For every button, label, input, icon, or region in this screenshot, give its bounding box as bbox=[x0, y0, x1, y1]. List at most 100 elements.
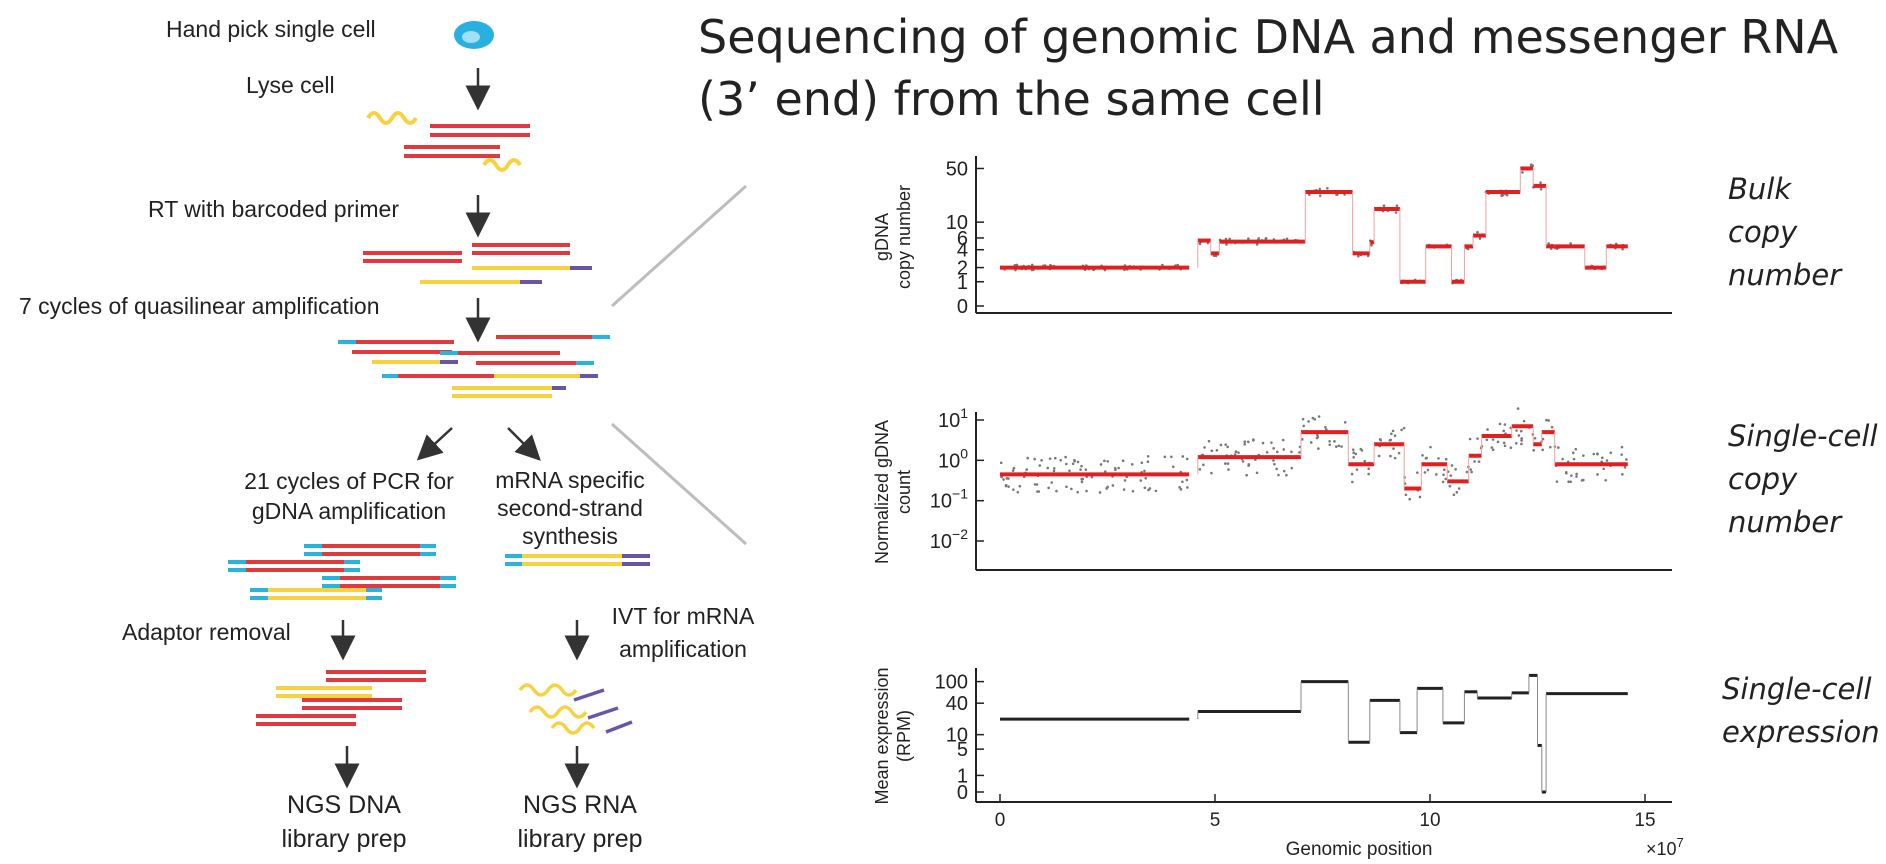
chart2-point bbox=[1202, 463, 1205, 467]
chart2-point bbox=[1569, 480, 1572, 484]
chart2-point bbox=[1514, 441, 1518, 445]
chart2-point bbox=[1533, 436, 1537, 440]
slide-title-line1: Sequencing of genomic DNA and messenger … bbox=[698, 10, 1839, 64]
chart1-point bbox=[1476, 230, 1479, 234]
chart2-point bbox=[1354, 452, 1358, 456]
chart2-point bbox=[1351, 480, 1354, 484]
chart2-point bbox=[1602, 467, 1605, 471]
pcr-gdna-strands bbox=[228, 544, 456, 600]
chart1-point bbox=[1539, 181, 1542, 185]
chart2-point bbox=[1503, 444, 1507, 448]
chart2-point bbox=[1275, 450, 1279, 454]
chart1-y-label-line2: copy number bbox=[894, 185, 914, 289]
chart1-point bbox=[1529, 163, 1533, 166]
chart1-point bbox=[1539, 187, 1543, 191]
chart2-point bbox=[1455, 491, 1459, 494]
chart2-point bbox=[1509, 446, 1513, 450]
chart1-point bbox=[1394, 211, 1398, 214]
chart2-point bbox=[1270, 441, 1273, 444]
chart1-point bbox=[1505, 193, 1509, 197]
chart2-point bbox=[1237, 451, 1240, 454]
chart2-point bbox=[1490, 446, 1494, 449]
chart2-point bbox=[1154, 489, 1158, 493]
chart2-point bbox=[1038, 464, 1042, 467]
chart2-point bbox=[1337, 444, 1341, 448]
chart2-point bbox=[1572, 457, 1576, 461]
chart2-point bbox=[999, 461, 1003, 465]
chart2-point bbox=[1592, 452, 1596, 456]
chart2-point bbox=[1002, 478, 1005, 481]
chart2-point bbox=[1224, 462, 1227, 465]
chart2-point bbox=[1272, 459, 1275, 462]
chart2-point bbox=[1198, 468, 1202, 471]
chart1-point bbox=[1356, 254, 1360, 258]
chart2-point bbox=[1313, 418, 1317, 421]
chart2-point bbox=[1163, 455, 1167, 459]
chart2-point bbox=[1388, 439, 1392, 442]
chart3-y-tick-label: 1 bbox=[957, 765, 968, 787]
chart2-point bbox=[1210, 449, 1214, 453]
chart2-point bbox=[1130, 463, 1134, 466]
chart2-point bbox=[1564, 470, 1568, 474]
chart2-point bbox=[1352, 451, 1355, 455]
chart1-y-tick-label: 0 bbox=[957, 296, 968, 318]
chart1-point bbox=[1225, 243, 1228, 246]
chart2-point bbox=[1255, 471, 1259, 475]
ivt-label: IVT for mRNA amplification bbox=[588, 600, 778, 666]
chart2-point bbox=[1309, 441, 1313, 444]
chart2-point bbox=[1004, 483, 1008, 487]
chart2-point bbox=[1261, 441, 1265, 445]
chart2-point bbox=[1486, 428, 1489, 431]
chart2-point bbox=[1571, 451, 1575, 455]
chart2-point bbox=[1582, 454, 1585, 457]
chart2-point bbox=[1434, 473, 1438, 476]
chart2-point bbox=[1047, 486, 1050, 490]
chart2-point bbox=[1317, 415, 1321, 418]
chart1-point bbox=[1370, 243, 1373, 247]
chart2-point bbox=[1282, 469, 1286, 473]
chart2-point bbox=[1298, 451, 1301, 454]
chart2-point bbox=[1007, 485, 1010, 488]
chart2-point bbox=[1035, 483, 1039, 486]
chart3-y-label-line1: Mean expression bbox=[872, 667, 892, 804]
chart2-point bbox=[1452, 493, 1456, 497]
chart3-y-label-line2: (RPM) bbox=[894, 710, 914, 762]
chart2-point bbox=[1055, 489, 1058, 493]
slide-title-line2: (3’ end) from the same cell bbox=[698, 72, 1325, 126]
chart2-point bbox=[1290, 450, 1293, 454]
chart1-point bbox=[1500, 194, 1503, 198]
chart2-point bbox=[1076, 460, 1080, 464]
chart2-point bbox=[1300, 438, 1304, 441]
workflow-diagram bbox=[228, 21, 748, 789]
chart2-point bbox=[1282, 448, 1286, 451]
chart2-point bbox=[1290, 466, 1294, 470]
chart2-point bbox=[1574, 447, 1578, 451]
chart2-point bbox=[1367, 467, 1371, 471]
chart2-point bbox=[1549, 445, 1552, 449]
chart2-point bbox=[1408, 497, 1412, 501]
chart2-point bbox=[1485, 438, 1489, 442]
chart2-point bbox=[1131, 489, 1135, 493]
chart2-point bbox=[1076, 490, 1080, 494]
mrna-second-strand-line1: mRNA specific bbox=[495, 467, 645, 493]
chart1-point bbox=[1255, 243, 1259, 246]
chart2-point bbox=[1111, 484, 1115, 487]
chart1-point bbox=[1326, 187, 1329, 190]
chart2-point bbox=[1442, 468, 1446, 471]
chart2-point bbox=[1389, 454, 1392, 458]
chart2-point bbox=[1520, 439, 1523, 442]
chart2-point bbox=[1393, 456, 1397, 460]
chart2-point bbox=[1340, 445, 1343, 448]
chart2-point bbox=[1065, 462, 1068, 466]
chart2-point bbox=[1316, 435, 1320, 439]
chart1-point bbox=[1547, 242, 1550, 245]
chart2-point bbox=[1596, 452, 1599, 455]
mrna-second-strand-line3: synthesis bbox=[522, 523, 618, 549]
chart2-point bbox=[1570, 474, 1573, 477]
chart1-y-tick-label: 1 bbox=[957, 272, 968, 294]
chart2-point bbox=[1052, 469, 1056, 473]
chart2-point bbox=[1070, 487, 1073, 491]
chart2-point bbox=[1324, 425, 1327, 429]
chart2-point bbox=[1580, 479, 1584, 482]
chart2-point bbox=[1402, 426, 1406, 430]
